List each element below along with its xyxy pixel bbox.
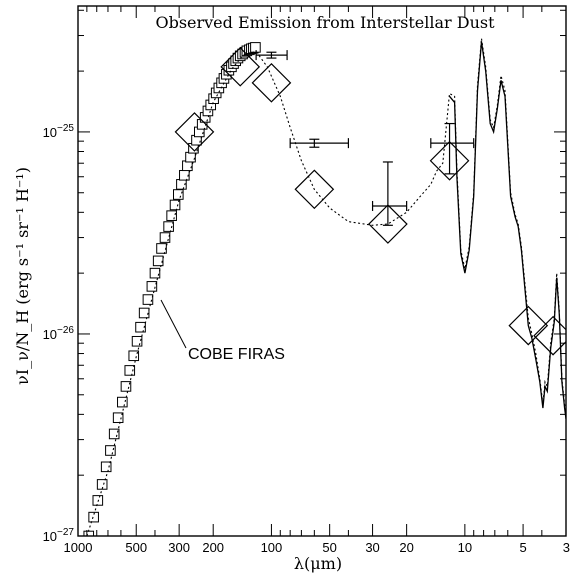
firas-square-point xyxy=(124,365,136,376)
observed-errorbar-point xyxy=(371,161,408,226)
firas-square-point xyxy=(250,42,261,53)
x-tick-label: 3 xyxy=(563,540,570,555)
firas-square-point xyxy=(185,151,196,163)
firas-square-point xyxy=(117,396,128,408)
x-tick-label: 100 xyxy=(261,540,283,555)
y-axis-label: νI_ν/N_H (erg s⁻¹ sr⁻¹ H⁻¹) xyxy=(13,167,32,385)
firas-square-point xyxy=(105,445,116,456)
firas-square-point xyxy=(88,511,99,523)
x-tick-label: 20 xyxy=(399,540,413,555)
firas-square-point xyxy=(92,495,104,506)
y-tick-base: 10 xyxy=(43,327,57,342)
firas-square-point xyxy=(135,321,146,333)
model-diamond-point xyxy=(220,46,261,87)
chart-title: Observed Emission from Interstellar Dust xyxy=(155,13,495,32)
firas-square-point xyxy=(166,210,177,221)
firas-square-point xyxy=(169,199,181,211)
observed-errorbar-point xyxy=(430,122,475,175)
ticks-layer: 1000 500 300 200 100 50 30 20 10 5 310−2710−2610−2… xyxy=(43,6,570,555)
y-tick-label: 10−26 xyxy=(43,325,75,342)
model-diamond-point xyxy=(174,112,215,152)
firas-square-point xyxy=(149,267,161,279)
y-tick-exponent: −26 xyxy=(57,325,74,336)
y-tick-base: 10 xyxy=(43,529,57,544)
x-tick-label: 10 xyxy=(458,540,472,555)
firas-square-point xyxy=(152,255,164,267)
observed-errorbar-point xyxy=(255,50,288,61)
firas-square-point xyxy=(159,232,171,243)
data-marks xyxy=(83,38,566,536)
firas-square-point xyxy=(146,281,158,292)
x-tick-label: 5 xyxy=(519,540,526,555)
firas-square-point xyxy=(100,461,112,473)
y-tick-exponent: −27 xyxy=(57,527,74,538)
firas-square-point xyxy=(120,381,132,392)
firas-square-point xyxy=(142,294,154,305)
firas-square-point xyxy=(108,428,120,440)
firas-square-point xyxy=(96,479,108,490)
x-tick-label: 1000 xyxy=(64,540,93,555)
observed-errorbar-point xyxy=(289,138,350,149)
model-diamond-point xyxy=(508,305,549,346)
firas-square-point xyxy=(163,221,174,232)
firas-square-point xyxy=(112,412,124,424)
x-tick-label: 200 xyxy=(202,540,224,555)
y-tick-base: 10 xyxy=(43,125,57,140)
firas-square-point xyxy=(138,307,150,319)
y-tick-label: 10−27 xyxy=(43,527,75,544)
firas-square-point xyxy=(156,243,167,254)
model-diamond-point xyxy=(429,140,470,181)
x-tick-label: 500 xyxy=(125,540,147,555)
y-tick-label: 10−25 xyxy=(43,123,75,140)
cobe-firas-label: COBE FIRAS xyxy=(188,346,285,363)
x-tick-label: 300 xyxy=(168,540,190,555)
x-tick-label: 30 xyxy=(365,540,379,555)
x-tick-label: 50 xyxy=(322,540,336,555)
model-diamond-point xyxy=(368,204,408,244)
irs-spectrum-line xyxy=(449,41,566,419)
firas-square-point xyxy=(128,350,140,362)
firas-square-point xyxy=(173,189,184,200)
model-dotted-line xyxy=(86,38,566,536)
annotation-leader xyxy=(160,299,187,349)
y-tick-exponent: −25 xyxy=(57,123,74,134)
plot-frame xyxy=(77,5,567,537)
model-diamond-point xyxy=(251,62,292,103)
model-diamond-point xyxy=(294,169,335,210)
x-axis-label: λ(μm) xyxy=(294,554,342,573)
plot-layer xyxy=(83,38,566,536)
firas-square-point xyxy=(131,335,143,347)
